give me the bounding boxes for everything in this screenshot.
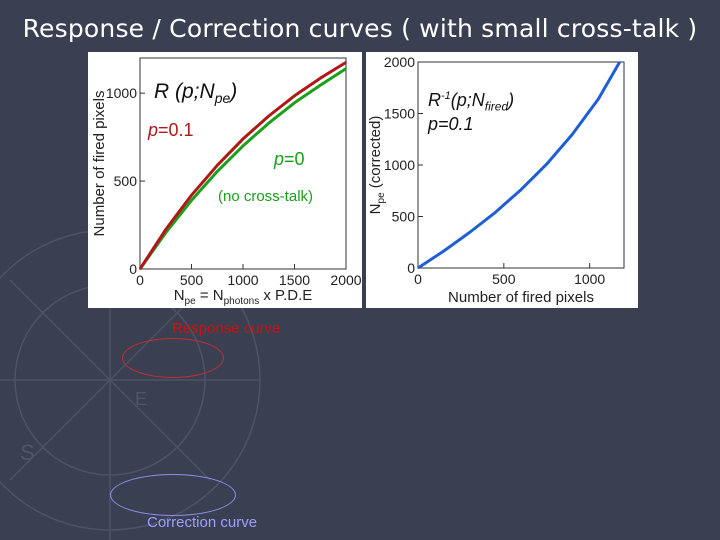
series-point: [242, 138, 244, 140]
inverse-function-close: ): [508, 90, 515, 110]
x-axis-label-eq: = N: [196, 287, 224, 304]
series-point: [216, 164, 219, 167]
series-point: [345, 61, 347, 64]
correction-chart-panel: 0 500 1000 0 500 1000 1500 2000 Number of fired …: [366, 52, 638, 308]
y-tick-label: 2000: [384, 54, 415, 70]
y-tick-label: 1500: [384, 106, 415, 122]
series-point: [571, 133, 574, 135]
y-tick-label: 0: [407, 260, 415, 276]
series-point: [494, 211, 497, 214]
series-point: [190, 194, 193, 196]
correction-curve-ellipse: [110, 474, 236, 516]
series-point: [267, 115, 270, 117]
inverse-function-text: R: [428, 90, 441, 110]
response-curve-ellipse: [122, 338, 224, 378]
inverse-p01-label: p=0.1: [428, 114, 474, 134]
response-function-sub: pe: [214, 90, 231, 107]
series-point: [319, 84, 322, 87]
p01-value: =0.1: [158, 120, 194, 140]
y-tick-label: 500: [392, 209, 416, 225]
x-axis-label-sub: pe: [185, 296, 197, 307]
x-tick-label: 0: [414, 271, 422, 287]
slide-title: Response / Correction curves ( with smal…: [22, 14, 698, 43]
x-tick-label: 1000: [574, 271, 605, 287]
x-axis-label-sub2: photons: [224, 296, 260, 307]
series-point: [442, 250, 445, 252]
series-point: [597, 98, 600, 100]
y-tick-label: 1000: [384, 157, 415, 173]
inverse-function-sup: -1: [441, 90, 451, 102]
series-point: [545, 163, 548, 165]
series-point: [293, 95, 296, 97]
series-point: [242, 145, 244, 147]
response-function-text: R (p;N: [154, 80, 215, 103]
y-tick-label: 0: [129, 261, 137, 277]
p0-label: p=0: [274, 149, 305, 170]
series-point: [293, 102, 296, 104]
series-point: [417, 267, 419, 269]
series-point: [520, 188, 522, 191]
series-point: [468, 231, 471, 234]
inverse-function-sub: fired: [484, 99, 509, 114]
p0-value: =0: [284, 149, 305, 169]
response-curve-caption: Response curve: [172, 320, 281, 337]
p01-letter: p: [148, 120, 159, 140]
x-axis-label-n: N: [174, 287, 185, 304]
x-tick-label: 500: [492, 271, 516, 287]
x-tick-label: 1000: [227, 272, 258, 288]
x-tick-label: 0: [136, 272, 144, 288]
inverse-function-mid: (p;N: [450, 90, 485, 110]
x-tick-label: 500: [180, 272, 204, 288]
series-point: [267, 122, 270, 124]
svg-text:E: E: [135, 389, 147, 409]
x-axis-label: Number of fired pixels: [448, 289, 594, 306]
x-axis-label-rest: x P.D.E: [259, 287, 312, 304]
series-point: [164, 228, 167, 231]
x-tick-label: 2000: [330, 272, 361, 288]
response-function-close: ): [230, 80, 238, 103]
x-axis-label: Npe = Nphotons x P.D.E: [174, 287, 313, 307]
y-axis-label: Number of fired pixels: [91, 91, 108, 237]
y-axis-label: Npe (corrected): [367, 116, 387, 215]
p0-letter: p: [274, 149, 285, 169]
y-axis-label-sub: pe: [376, 192, 387, 204]
series-point: [345, 67, 347, 70]
y-tick-label: 500: [114, 173, 138, 189]
y-axis-label-n: N: [367, 203, 384, 214]
inverse-function-label: R-1(p;Nfired): [428, 90, 514, 114]
x-tick-label: 1500: [279, 272, 310, 288]
no-crosstalk-label: (no cross-talk): [218, 188, 314, 205]
correction-curve-caption: Correction curve: [147, 514, 258, 531]
y-axis-label-rest: (corrected): [367, 116, 384, 193]
p01-label: p=0.1: [148, 120, 194, 141]
series-point: [216, 170, 219, 173]
y-tick-label: 1000: [106, 85, 137, 101]
correction-chart: 0 500 1000 0 500 1000 1500 2000 Number of fired …: [367, 54, 625, 306]
svg-text:S: S: [20, 440, 35, 465]
series-point: [618, 61, 621, 63]
response-chart-panel: 0 500 1000 1500 2000 0 500 1000 Npe = Nphotons x…: [88, 52, 362, 308]
series-point: [139, 268, 141, 270]
series-point: [319, 77, 322, 80]
series-point: [190, 199, 193, 202]
response-function-label: R (p;Npe): [154, 80, 237, 106]
